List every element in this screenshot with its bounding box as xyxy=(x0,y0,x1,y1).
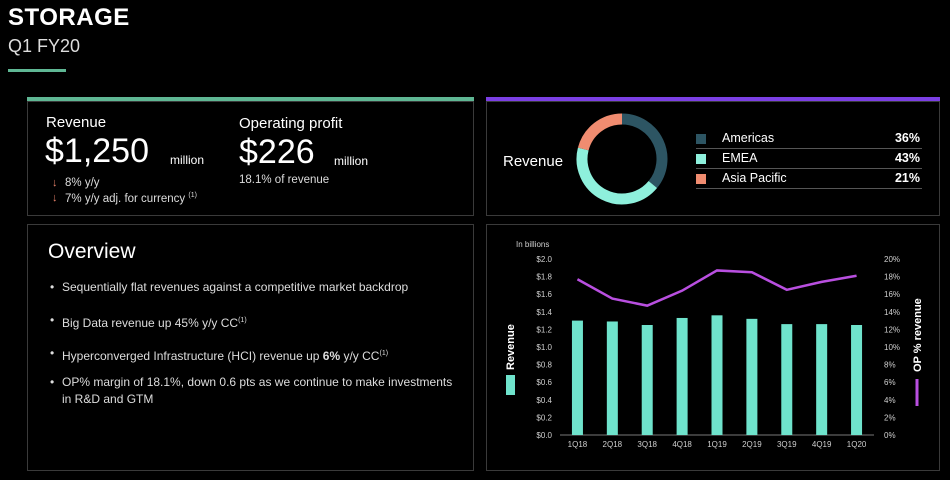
op-pct: 18.1% of revenue xyxy=(239,174,330,186)
down-arrow-icon: ↓ xyxy=(52,177,58,189)
x-tick-label: 2Q19 xyxy=(742,440,762,449)
bullet-bold: 6% xyxy=(322,349,341,363)
legend-label: Asia Pacific xyxy=(722,171,787,185)
donut-slice-americas xyxy=(621,113,668,188)
units-note: In billions xyxy=(516,240,549,249)
overview-bullet: OP% margin of 18.1%, down 0.6 pts as we … xyxy=(50,374,462,408)
legend-pct: 43% xyxy=(894,151,920,165)
emea-swatch xyxy=(696,154,706,164)
y2-tick-label: 18% xyxy=(884,273,900,282)
op-unit: million xyxy=(334,154,369,168)
overview-bullet: Big Data revenue up 45% y/y CC(1) xyxy=(50,312,462,332)
overview-bullet: Sequentially flat revenues against a com… xyxy=(50,279,462,296)
down-arrow-icon: ↓ xyxy=(52,192,58,204)
revenue-legend-label: Revenue xyxy=(505,324,517,370)
x-tick-label: 3Q19 xyxy=(777,440,797,449)
revenue-bar xyxy=(851,325,863,435)
americas-swatch xyxy=(696,134,706,144)
revenue-card: Revenue $1,250 million ↓ 8% y/y ↓ 7% y/y… xyxy=(27,101,474,216)
revenue-donut xyxy=(576,113,668,205)
y2-tick-label: 8% xyxy=(884,361,896,370)
y-tick-label: $0.2 xyxy=(536,413,552,422)
y-tick-label: $1.6 xyxy=(536,290,552,299)
donut-label: Revenue xyxy=(503,153,564,170)
revenue-bar xyxy=(781,324,793,435)
apac-swatch xyxy=(696,174,706,184)
y-tick-label: $0.8 xyxy=(536,361,552,370)
footnote-ref: (1) xyxy=(188,192,197,199)
legend-label: EMEA xyxy=(722,151,758,165)
bullet-text: Big Data revenue up 45% y/y CC xyxy=(62,316,239,330)
revenue-bar xyxy=(676,317,688,435)
y2-tick-label: 0% xyxy=(884,431,896,440)
revenue-legend-swatch xyxy=(506,375,515,395)
op-legend-label: OP % revenue xyxy=(912,298,924,372)
revenue-op-chart: In billions $0.0 $0.2 $0.4 $0.6 $0.8 $1.0 $1.2 $… xyxy=(505,240,924,449)
x-tick-label: 1Q18 xyxy=(568,440,588,449)
op-percent-line xyxy=(576,269,857,307)
revenue-card-accent xyxy=(27,97,474,101)
y2-tick-label: 6% xyxy=(884,378,896,387)
page-title: STORAGE xyxy=(8,4,130,31)
bullet-text: Hyperconverged Infrastructure (HCI) reve… xyxy=(62,349,323,363)
legend-pct: 36% xyxy=(894,131,920,145)
revenue-bar xyxy=(746,318,758,435)
y2-tick-label: 20% xyxy=(884,255,900,264)
donut-card-accent xyxy=(486,97,940,101)
footnote-ref: (1) xyxy=(238,317,247,324)
bullet-text: Sequentially flat revenues against a com… xyxy=(62,280,409,294)
overview-card: Overview Sequentially flat revenues agai… xyxy=(27,224,474,471)
y2-tick-label: 2% xyxy=(884,413,896,422)
y2-tick-label: 16% xyxy=(884,290,900,299)
legend-apac: Asia Pacific 21% xyxy=(696,170,922,189)
chart-card xyxy=(486,224,940,471)
legend-americas: Americas 36% xyxy=(696,130,922,149)
y-tick-label: $0.4 xyxy=(536,396,552,405)
overview-bullet: Hyperconverged Infrastructure (HCI) reve… xyxy=(50,345,462,365)
donut-slice-emea xyxy=(576,147,658,205)
revenue-bar xyxy=(816,324,828,435)
page-subtitle: Q1 FY20 xyxy=(8,36,81,56)
x-tick-label: 1Q20 xyxy=(847,440,867,449)
x-tick-label: 3Q18 xyxy=(637,440,657,449)
bullet-text: OP% margin of 18.1%, down 0.6 pts as we … xyxy=(62,375,453,406)
x-tick-label: 2Q18 xyxy=(603,440,623,449)
revenue-yy: 8% y/y xyxy=(65,177,100,189)
y2-tick-label: 14% xyxy=(884,308,900,317)
legend-pct: 21% xyxy=(894,171,920,185)
revenue-value: $1,250 xyxy=(45,132,149,170)
legend-emea: EMEA 43% xyxy=(696,150,922,169)
donut-card: Revenue xyxy=(486,101,940,216)
y-tick-label: $0.6 xyxy=(536,378,552,387)
revenue-label: Revenue xyxy=(46,114,107,131)
footnote-ref: (1) xyxy=(379,350,389,357)
donut-slice-asia-pacific xyxy=(577,113,623,151)
title-underline xyxy=(8,69,66,72)
revenue-yy-cc: 7% y/y adj. for currency (1) xyxy=(65,192,197,205)
revenue-unit: million xyxy=(170,153,205,167)
y-tick-label: $0.0 xyxy=(536,431,552,440)
x-tick-label: 4Q18 xyxy=(672,440,692,449)
x-tick-label: 4Q19 xyxy=(812,440,832,449)
overview-title: Overview xyxy=(48,240,136,263)
y-tick-label: $1.4 xyxy=(536,308,552,317)
y2-tick-label: 4% xyxy=(884,396,896,405)
op-value: $226 xyxy=(239,133,315,171)
y-tick-label: $1.2 xyxy=(536,325,552,334)
revenue-yy-cc-text: 7% y/y adj. for currency xyxy=(65,192,186,205)
revenue-bar xyxy=(711,315,723,435)
x-tick-label: 1Q19 xyxy=(707,440,727,449)
y-tick-label: $1.8 xyxy=(536,273,552,282)
legend-label: Americas xyxy=(722,131,775,145)
revenue-bar xyxy=(641,325,653,435)
y2-tick-label: 10% xyxy=(884,343,900,352)
bullet-text: y/y CC xyxy=(340,349,380,363)
revenue-bar xyxy=(606,321,618,435)
revenue-bar xyxy=(571,320,583,435)
y2-tick-label: 12% xyxy=(884,325,900,334)
op-label: Operating profit xyxy=(239,115,343,132)
y-tick-label: $2.0 xyxy=(536,255,552,264)
y-tick-label: $1.0 xyxy=(536,343,552,352)
